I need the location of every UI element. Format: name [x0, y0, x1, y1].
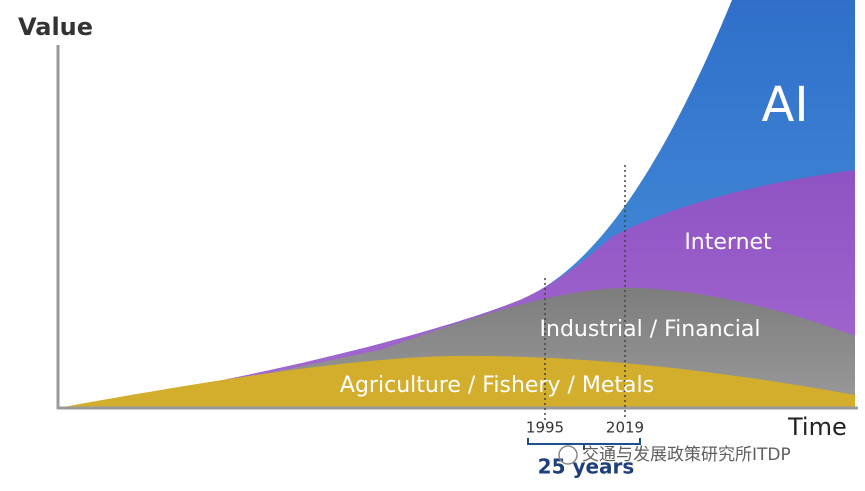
y-axis-label: Value	[18, 13, 93, 41]
watermark: 交通与发展政策研究所ITDP	[582, 445, 791, 465]
agriculture-area	[58, 355, 855, 408]
marker-label: 1995	[526, 419, 564, 437]
watermark-icon	[558, 445, 578, 465]
layer-label: Industrial / Financial	[540, 317, 761, 342]
marker-label: 2019	[606, 419, 644, 437]
layer-label: Agriculture / Fishery / Metals	[340, 373, 654, 398]
span-brace	[527, 438, 641, 450]
layer-label: Internet	[684, 230, 772, 255]
layer-label: AI	[762, 77, 809, 133]
x-axis-label: Time	[787, 413, 847, 441]
span-label: 25 years	[538, 455, 635, 479]
